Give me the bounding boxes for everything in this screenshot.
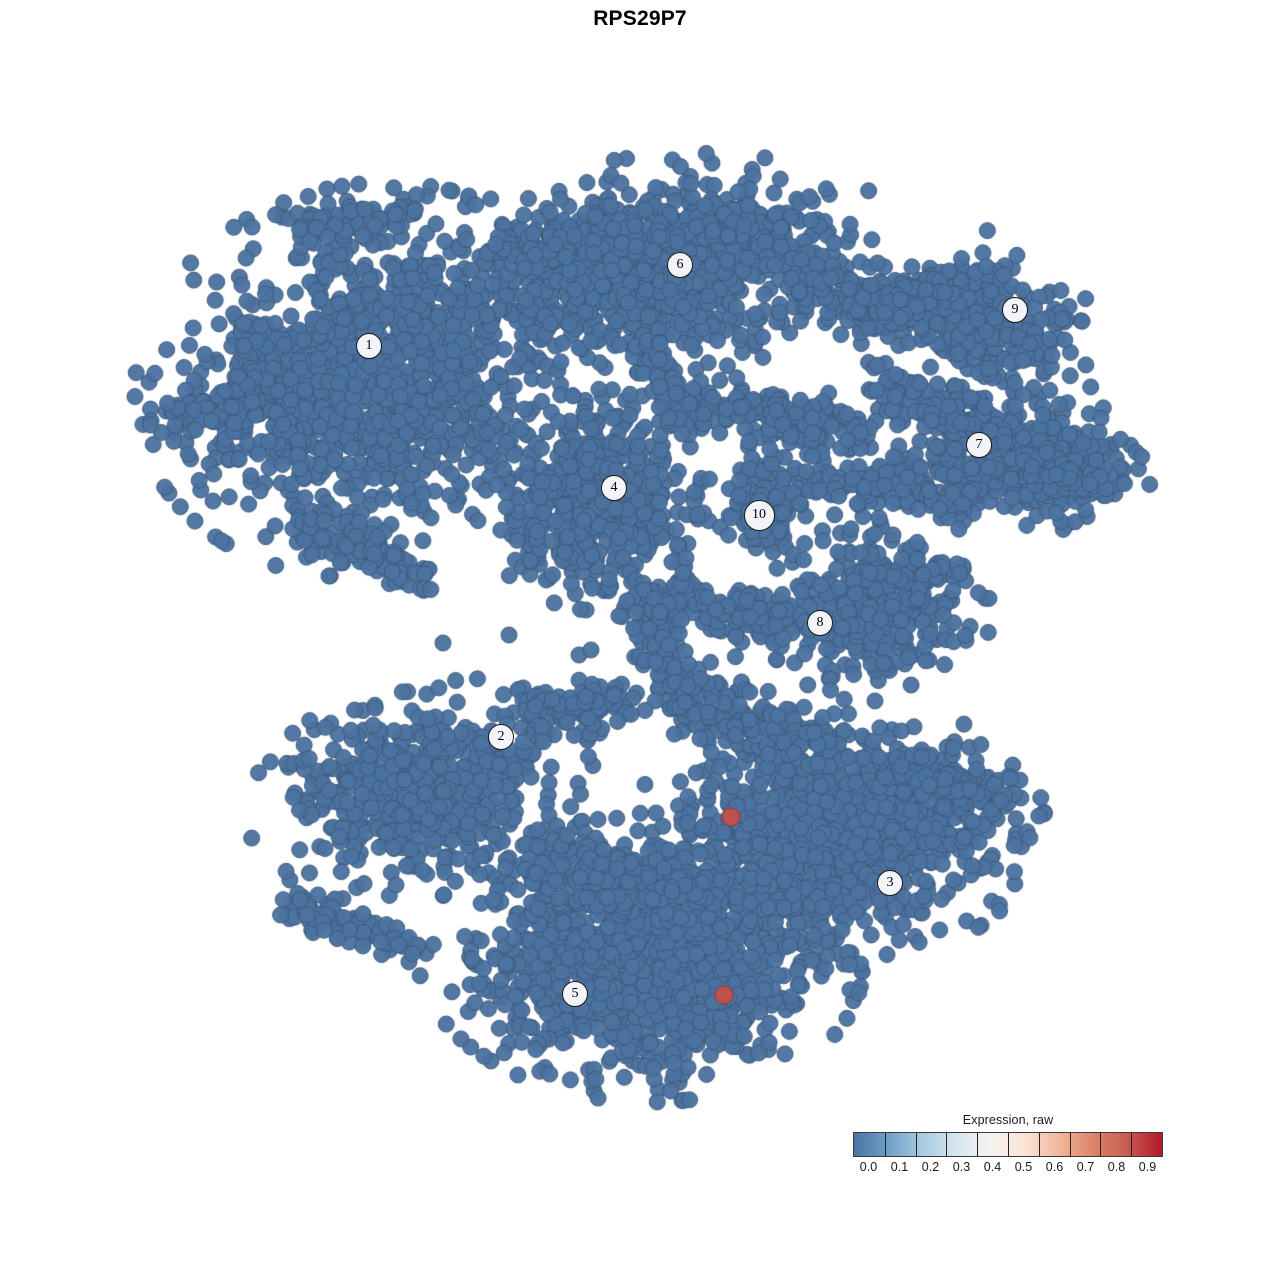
colorbar-tick-label: 0.3 bbox=[952, 1160, 971, 1174]
colorbar: Expression, raw 0.0 0.1 0.2 0.3 0.4 0.5 0.6 0.7… bbox=[843, 1113, 1173, 1176]
cluster-label-8: 8 bbox=[807, 610, 833, 636]
colorbar-tick-label: 0.4 bbox=[983, 1160, 1002, 1174]
cluster-label-7: 7 bbox=[966, 432, 992, 458]
colorbar-tick bbox=[977, 1133, 979, 1156]
colorbar-tick-label: 0.1 bbox=[890, 1160, 909, 1174]
colorbar-tick-label: 0.8 bbox=[1107, 1160, 1126, 1174]
cluster-label-2: 2 bbox=[488, 724, 514, 750]
cluster-label-4: 4 bbox=[601, 475, 627, 501]
colorbar-tick bbox=[1008, 1133, 1009, 1156]
colorbar-tick bbox=[1069, 1133, 1071, 1156]
colorbar-tick-labels: 0.0 0.1 0.2 0.3 0.4 0.5 0.6 0.7 0.8 0.9 bbox=[853, 1160, 1163, 1176]
colorbar-tick-label: 0.9 bbox=[1138, 1160, 1157, 1174]
colorbar-tick bbox=[946, 1133, 948, 1156]
cluster-label-10: 10 bbox=[743, 499, 775, 531]
cluster-label-9: 9 bbox=[1002, 297, 1028, 323]
colorbar-tick-label: 0.7 bbox=[1076, 1160, 1095, 1174]
colorbar-tick bbox=[1038, 1133, 1040, 1156]
colorbar-tick bbox=[884, 1133, 886, 1156]
colorbar-tick bbox=[915, 1133, 917, 1156]
colorbar-tick-label: 0.6 bbox=[1045, 1160, 1064, 1174]
colorbar-tick-label: 0.2 bbox=[921, 1160, 940, 1174]
colorbar-tick-label: 0.5 bbox=[1014, 1160, 1033, 1174]
colorbar-tick-label: 0.0 bbox=[859, 1160, 878, 1174]
cluster-label-5: 5 bbox=[562, 981, 588, 1007]
colorbar-title: Expression, raw bbox=[962, 1113, 1054, 1127]
colorbar-tick bbox=[1131, 1133, 1133, 1156]
colorbar-tick bbox=[1100, 1133, 1102, 1156]
cluster-label-1: 1 bbox=[356, 333, 382, 359]
colorbar-bar bbox=[853, 1132, 1163, 1157]
cluster-label-6: 6 bbox=[667, 252, 693, 278]
cluster-label-3: 3 bbox=[877, 870, 903, 896]
